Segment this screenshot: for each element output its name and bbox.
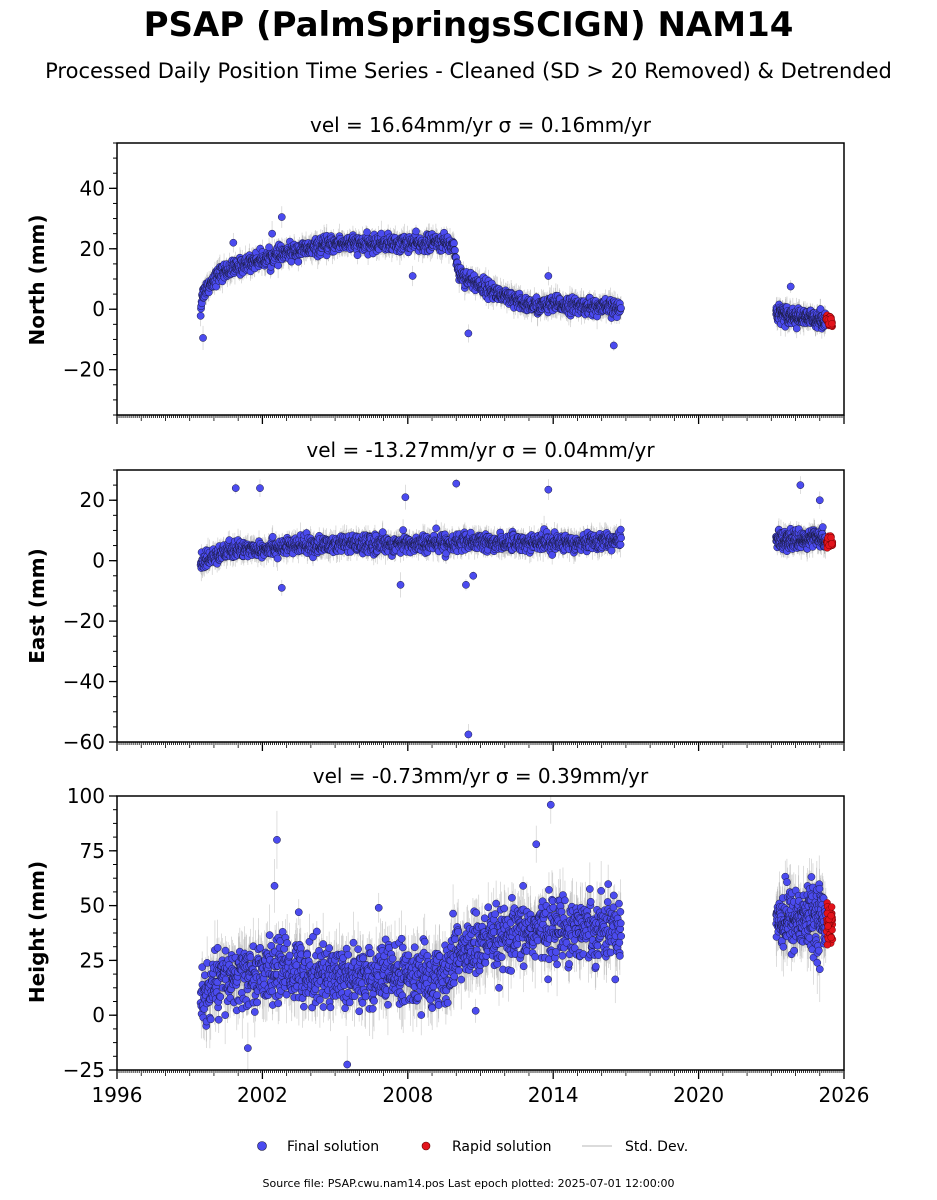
north-rapid-points [822, 311, 836, 331]
final-solution-point [544, 272, 553, 280]
north-data-layer [196, 206, 836, 351]
final-solution-point [408, 272, 417, 280]
final-solution-point [464, 329, 473, 338]
final-solution-point [274, 261, 282, 270]
figure-subtitle: Processed Daily Position Time Series - C… [45, 59, 892, 83]
final-solution-point [294, 257, 303, 266]
north-final-points [196, 213, 830, 350]
final-solution-point [199, 334, 207, 342]
y-tick-label: 0 [92, 297, 105, 321]
final-solution-point [268, 229, 276, 238]
final-solution-point [786, 282, 795, 291]
north-panel-title: vel = 16.64mm/yr σ = 0.16mm/yr [310, 113, 652, 137]
final-solution-point [363, 228, 371, 237]
figure-title: PSAP (PalmSpringsSCIGN) NAM14 [144, 5, 794, 45]
final-solution-point [196, 312, 205, 320]
final-solution-point [353, 251, 362, 260]
final-solution-point [451, 246, 459, 255]
final-solution-point [609, 341, 618, 350]
final-solution-point [617, 304, 625, 312]
final-solution-point [792, 324, 801, 333]
final-solution-point [412, 227, 420, 236]
y-tick-label: 40 [80, 176, 105, 200]
rapid-solution-point [828, 320, 836, 328]
final-solution-point [450, 239, 458, 248]
final-solution-point [229, 238, 238, 247]
y-tick-label: 20 [80, 237, 105, 261]
east-data-layer [196, 476, 837, 742]
final-solution-point [277, 213, 286, 221]
north-y-axis-label: North (mm) [25, 214, 49, 345]
y-tick-label: −20 [63, 358, 105, 382]
